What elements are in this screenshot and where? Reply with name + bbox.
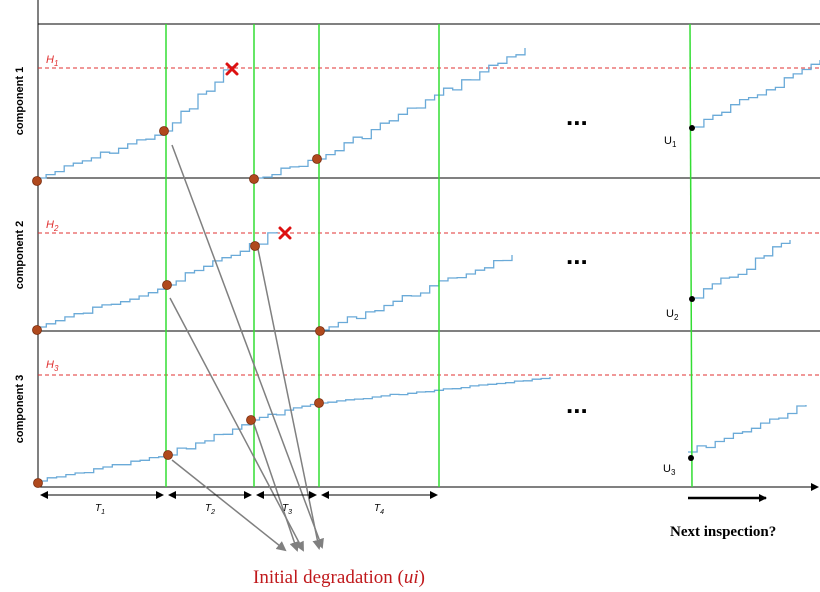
- level-point-1: [689, 125, 695, 131]
- marker: [315, 326, 325, 336]
- marker: [32, 325, 42, 335]
- marker: [312, 154, 322, 164]
- failure-icon: [278, 226, 292, 240]
- marker: [314, 398, 324, 408]
- component-label-1: component 1: [14, 67, 26, 135]
- initial-degradation-arrows: [169, 144, 324, 552]
- caption: Initial degradation (ui): [253, 567, 425, 588]
- degradation-path: [320, 255, 513, 331]
- marker: [246, 415, 256, 425]
- marker: [163, 450, 173, 460]
- marker: [159, 126, 169, 136]
- threshold-label-2: H2: [46, 219, 59, 233]
- component-label-2: component 2: [14, 221, 26, 289]
- marker: [33, 478, 43, 488]
- threshold-label-3: H3: [46, 359, 59, 373]
- interval-label-4: T4: [374, 503, 384, 516]
- degradation-path: [695, 240, 791, 299]
- level-label-3: U3: [663, 463, 676, 477]
- failure-icon: [225, 62, 239, 76]
- level-point-3: [688, 455, 694, 461]
- degradation-path: [37, 232, 278, 328]
- interval-label-3: T3: [282, 503, 292, 516]
- degradation-path: [695, 60, 820, 128]
- inspection-level-points: [688, 125, 695, 461]
- inspection-lines: [165, 23, 693, 488]
- degradation-path: [688, 405, 807, 453]
- next-inspection-label: Next inspection?: [670, 524, 776, 540]
- arrow: [253, 423, 300, 552]
- degradation-paths: [37, 48, 820, 482]
- degradation-path: [254, 48, 526, 179]
- marker: [32, 176, 42, 186]
- arrow: [171, 144, 324, 549]
- ellipsis-3: ...: [566, 389, 588, 419]
- component-label-3: component 3: [14, 375, 26, 443]
- threshold-lines: [38, 67, 820, 376]
- level-point-2: [689, 296, 695, 302]
- arrow: [169, 297, 304, 552]
- initial-degradation-markers: [32, 126, 325, 488]
- threshold-label-1: H1: [46, 54, 58, 68]
- ellipsis-1: ...: [566, 101, 588, 131]
- marker: [250, 241, 260, 251]
- level-label-2: U2: [666, 308, 679, 322]
- marker: [249, 174, 259, 184]
- arrow: [171, 459, 287, 552]
- interval-label-2: T2: [205, 503, 215, 516]
- degradation-path: [38, 377, 551, 482]
- marker: [162, 280, 172, 290]
- inspection-line-next: [689, 23, 693, 488]
- frame: [37, 0, 820, 491]
- degradation-path: [37, 66, 233, 179]
- ellipsis-2: ...: [566, 240, 588, 270]
- level-label-1: U1: [664, 135, 677, 149]
- interval-label-1: T1: [95, 503, 105, 516]
